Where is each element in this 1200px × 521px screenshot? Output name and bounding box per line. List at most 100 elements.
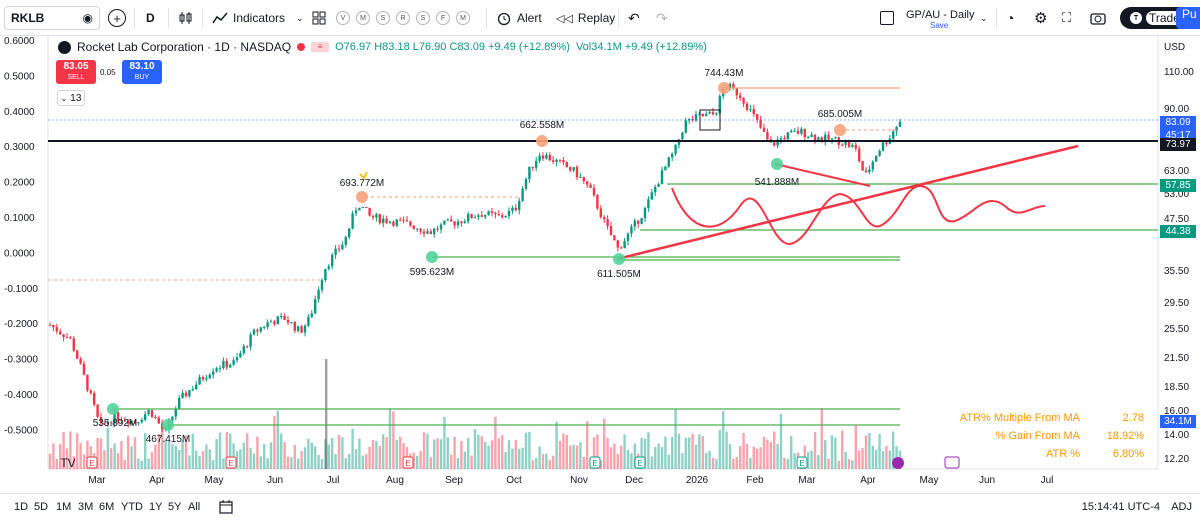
volume-spike xyxy=(325,359,328,469)
chevron-down-icon: ⌄ xyxy=(296,12,304,23)
alert-button[interactable]: Alert xyxy=(496,6,542,30)
clock-readout[interactable]: 15:14:41 UTC-4 xyxy=(1081,501,1160,513)
indicators-button[interactable]: Indicators ⌄ xyxy=(212,6,304,30)
fullscreen-icon[interactable]: ⛶ xyxy=(1062,10,1072,25)
volume-bar xyxy=(439,439,443,469)
undo-icon[interactable]: ↶ xyxy=(628,9,640,26)
layout-save-status[interactable]: Save xyxy=(930,21,949,30)
volume-bar xyxy=(69,431,72,469)
volume-bar xyxy=(824,440,827,469)
volume-bar xyxy=(307,438,310,469)
template-m[interactable]: M xyxy=(356,11,370,25)
candle-body xyxy=(501,215,504,218)
sell-button[interactable]: 83.05 SELL xyxy=(56,60,96,84)
calendar-icon[interactable] xyxy=(218,499,234,518)
publish-button[interactable]: Pu xyxy=(1176,6,1200,30)
templates-button[interactable] xyxy=(312,6,326,30)
candle-body xyxy=(477,215,480,218)
volume-bar xyxy=(358,438,361,469)
volume-bar xyxy=(388,408,392,469)
volume-bar xyxy=(317,454,320,469)
template-s[interactable]: S xyxy=(376,11,390,25)
candle-body xyxy=(426,231,429,234)
eye-icon[interactable]: ◉ xyxy=(82,11,93,25)
range-1m[interactable]: 1M xyxy=(56,501,72,513)
template-s2[interactable]: S xyxy=(416,11,430,25)
candle-body xyxy=(552,160,555,162)
candle-body xyxy=(79,358,82,364)
candle-body xyxy=(263,327,266,329)
template-r[interactable]: R xyxy=(396,11,410,25)
layout-name[interactable]: GP/AU - Daily xyxy=(906,9,975,21)
template-v[interactable]: V xyxy=(336,11,350,25)
volume-bar xyxy=(225,432,228,469)
candle-body xyxy=(388,221,392,223)
range-ytd[interactable]: YTD xyxy=(121,501,143,513)
candle-body xyxy=(847,141,851,147)
layout-checkbox-icon[interactable] xyxy=(880,6,894,30)
camera-icon[interactable] xyxy=(1090,6,1106,30)
replay-button[interactable]: ◁◁ Replay xyxy=(556,6,615,30)
right-tick-label: 14.00 xyxy=(1164,430,1189,441)
candle-body xyxy=(154,416,157,418)
gear-icon[interactable]: ⚙ xyxy=(1034,10,1048,27)
price-chart[interactable]: 0.6000 0.5000 0.4000 0.3000 0.2000 0.1000 0.00… xyxy=(0,36,1200,492)
divider xyxy=(202,8,203,28)
symbol-search[interactable]: RKLB ◉ xyxy=(4,6,100,30)
volume-bar xyxy=(667,454,670,469)
volume-bar xyxy=(110,447,113,469)
candle-body xyxy=(103,422,106,424)
range-5y[interactable]: 5Y xyxy=(168,501,182,513)
volume-bar xyxy=(232,443,235,469)
range-1y[interactable]: 1Y xyxy=(149,501,163,513)
earnings-event-icon xyxy=(402,456,414,469)
template-f[interactable]: F xyxy=(436,11,450,25)
volume-bar xyxy=(875,449,878,469)
chart-pane[interactable]: 0.6000 0.5000 0.4000 0.3000 0.2000 0.1000 0.00… xyxy=(0,36,1200,492)
range-all[interactable]: All xyxy=(188,501,201,513)
candle-body xyxy=(613,235,616,241)
candle-body xyxy=(351,213,354,229)
candle-body xyxy=(324,268,327,281)
volume-bar xyxy=(507,440,511,469)
trade-button[interactable]: T Trade xyxy=(1120,6,1193,30)
candle-body xyxy=(861,161,864,171)
earnings-event-icon xyxy=(589,456,601,469)
left-tick-label: 0.5000 xyxy=(4,71,35,82)
candle-body xyxy=(419,228,422,232)
legend-options-icon[interactable]: ≡ xyxy=(311,42,330,52)
volume-bar xyxy=(674,409,677,469)
candle-body xyxy=(674,144,677,154)
volume-bar xyxy=(460,440,463,469)
candle-body xyxy=(93,392,96,405)
pivot-marker xyxy=(834,124,846,136)
buy-button[interactable]: 83.10 BUY xyxy=(122,60,162,84)
indicator-collapse-toggle[interactable]: ⌄ 13 xyxy=(57,90,85,106)
redo-icon[interactable]: ↷ xyxy=(656,9,668,26)
candle-body xyxy=(766,131,769,140)
adjust-toggle[interactable]: ADJ xyxy=(1171,501,1192,513)
earnings-event-icon xyxy=(796,456,808,469)
range-5d[interactable]: 5D xyxy=(34,501,49,513)
volume-bar xyxy=(120,441,123,469)
layout-chevron-down-icon[interactable]: ⌄ xyxy=(980,12,988,23)
volume-bar xyxy=(484,441,487,469)
speedometer-icon[interactable]: ◔ xyxy=(1006,10,1015,26)
interval-button[interactable]: D xyxy=(146,11,155,25)
chart-type-button[interactable] xyxy=(178,6,194,30)
candle-body xyxy=(827,134,830,140)
candle-body xyxy=(65,337,69,339)
volume-bar xyxy=(616,453,619,469)
volume-bar xyxy=(773,431,776,469)
volume-bar xyxy=(191,433,194,469)
range-3m[interactable]: 3M xyxy=(78,501,94,513)
range-1d[interactable]: 1D xyxy=(14,501,29,513)
candle-body xyxy=(480,215,483,217)
range-6m[interactable]: 6M xyxy=(99,501,115,513)
template-m2[interactable]: M xyxy=(456,11,470,25)
add-symbol-button[interactable]: + xyxy=(108,6,126,30)
volume-bar xyxy=(756,448,759,469)
volume-bar xyxy=(154,444,157,469)
candle-body xyxy=(450,219,453,222)
earnings-event-icon xyxy=(225,456,237,469)
